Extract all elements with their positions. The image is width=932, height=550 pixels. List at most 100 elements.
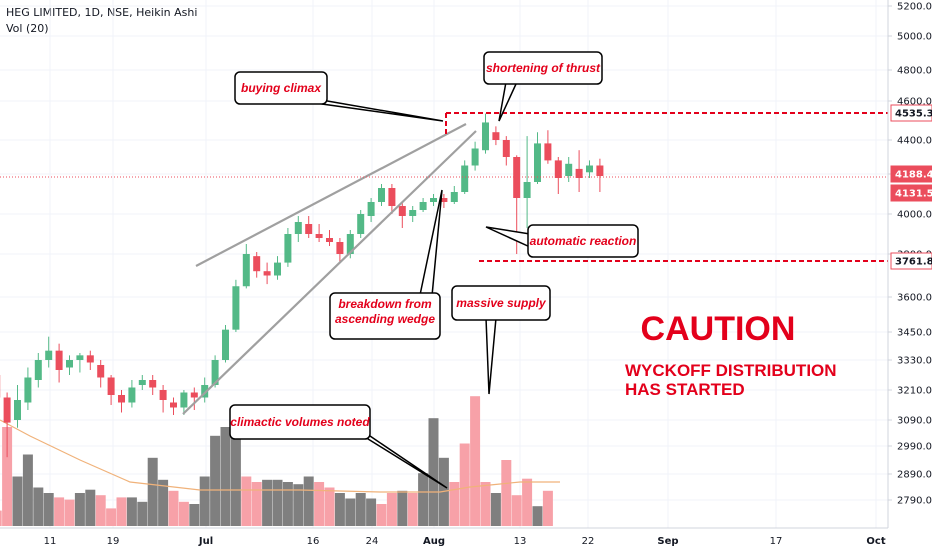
price-tick-label: 3330.00 (897, 356, 932, 367)
volume-bar (54, 497, 65, 526)
volume-bar (386, 493, 397, 526)
volume-bar (293, 484, 304, 526)
volume-bar (158, 479, 169, 526)
callout-box (329, 292, 441, 340)
volume-bar (33, 487, 44, 526)
volume-bar (147, 457, 158, 526)
candle-body (284, 234, 292, 263)
candle-body (409, 210, 417, 216)
callout-box (229, 404, 371, 440)
price-tag (890, 252, 932, 270)
volume-bar (470, 396, 481, 526)
candle-body (107, 377, 115, 395)
price-tag-label: 4131.55 (895, 189, 932, 200)
volume-bar (199, 476, 210, 526)
price-tick-label: 4600.00 (897, 97, 932, 108)
candle-body (419, 202, 427, 210)
volume-bar (490, 493, 501, 526)
candle-body (242, 254, 250, 287)
volume-bar (355, 493, 366, 526)
time-tick-label: Aug (423, 536, 445, 547)
candlesticks (0, 113, 604, 458)
volume-bar (407, 493, 418, 526)
candle-body (398, 206, 406, 216)
volume-bar (366, 498, 377, 526)
price-tag (890, 165, 932, 183)
candle-body (3, 397, 11, 423)
price-tick-label: 2790.00 (897, 496, 932, 507)
candle-body (544, 143, 552, 161)
candle-body (170, 402, 177, 408)
candle-body (253, 256, 261, 272)
volume-bar (241, 476, 252, 526)
candle-body (274, 262, 281, 276)
volume-bar (262, 479, 273, 526)
callout-text: massive supply (456, 296, 547, 310)
candle-body (45, 350, 53, 360)
volume-bar (0, 510, 2, 526)
volume-bar (532, 506, 543, 526)
volume-bar (542, 490, 553, 526)
candle-body (523, 182, 531, 198)
time-tick-label: 16 (307, 536, 320, 547)
candle-body (232, 286, 240, 330)
candle-body (118, 395, 125, 403)
candle-body (346, 234, 354, 254)
candle-body (326, 238, 333, 242)
price-tick-label: 5200.00 (897, 2, 932, 13)
volume-bar (230, 432, 241, 526)
volume-bar (251, 482, 262, 526)
candle-body (305, 224, 313, 234)
candle-body (367, 202, 375, 216)
price-tick-label: 4000.00 (897, 210, 932, 221)
candle-body (554, 160, 562, 178)
volume-bar (345, 498, 356, 526)
candle-body (357, 214, 365, 234)
volume-bar (189, 504, 200, 526)
volume-bar (22, 454, 33, 526)
candle-body (388, 188, 396, 206)
callout-box (234, 71, 328, 105)
volume-bar (511, 495, 522, 526)
price-tag-label: 4188.40 (895, 170, 932, 181)
candle-body (14, 400, 21, 420)
volume-bar (126, 497, 137, 526)
candle-body (190, 392, 198, 398)
candle-body (159, 390, 167, 400)
price-tick-label: 5000.00 (897, 32, 932, 43)
price-tick-label: 2990.00 (897, 442, 932, 453)
callout-text: shortening of thrust (486, 61, 601, 75)
time-tick-label: Jul (198, 536, 213, 547)
volume-bar (272, 479, 283, 526)
candle-body (211, 360, 219, 385)
candle-body (378, 188, 385, 202)
callout-pointer (485, 317, 497, 395)
time-tick-label: 24 (366, 536, 379, 547)
candle-body (294, 222, 302, 234)
candle-body (565, 163, 573, 176)
callout-text: ascending wedge (335, 312, 435, 326)
callout-box (527, 224, 639, 258)
callout-text: breakdown from (338, 297, 432, 311)
volume-bar (116, 497, 127, 526)
volume-bar (501, 460, 512, 526)
volume-bar (418, 473, 429, 526)
volume-indicator-label: Vol (20) (6, 22, 49, 35)
candle-body (201, 385, 209, 398)
volume-bar (74, 493, 85, 526)
volume-bar (12, 476, 23, 526)
candle-body (336, 242, 344, 254)
candle-body (586, 165, 593, 173)
candle-body (55, 350, 63, 370)
candle-body (86, 355, 94, 363)
volume-bar (210, 435, 221, 526)
time-tick-label: 22 (582, 536, 595, 547)
caution-subtitle: HAS STARTED (625, 380, 745, 399)
volume-bar (106, 508, 117, 526)
candle-body (492, 132, 500, 140)
price-tick-label: 2890.00 (897, 470, 932, 481)
candle-body (596, 165, 604, 176)
volume-bar (168, 490, 179, 526)
candle-body (482, 122, 489, 151)
